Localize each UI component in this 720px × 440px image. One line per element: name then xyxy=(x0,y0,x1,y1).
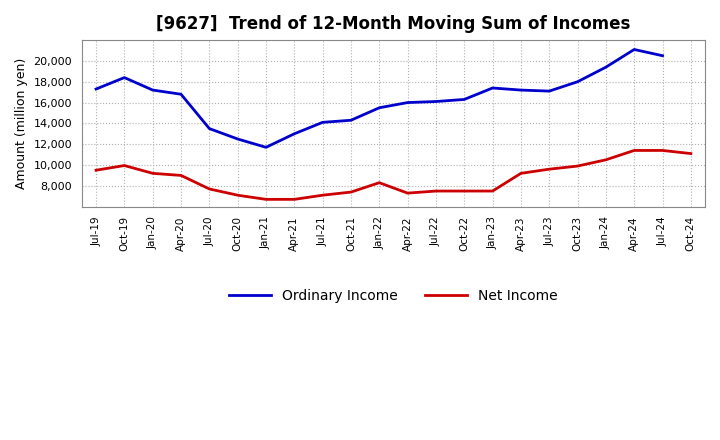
Ordinary Income xyxy=(545,88,554,94)
Ordinary Income xyxy=(233,136,242,142)
Net Income xyxy=(318,193,327,198)
Net Income xyxy=(261,197,270,202)
Ordinary Income xyxy=(375,105,384,110)
Title: [9627]  Trend of 12-Month Moving Sum of Incomes: [9627] Trend of 12-Month Moving Sum of I… xyxy=(156,15,631,33)
Net Income xyxy=(573,163,582,169)
Net Income xyxy=(545,166,554,172)
Net Income xyxy=(176,173,185,178)
Ordinary Income xyxy=(261,145,270,150)
Ordinary Income xyxy=(488,85,497,91)
Net Income xyxy=(375,180,384,185)
Net Income xyxy=(91,168,100,173)
Net Income xyxy=(403,191,412,196)
Line: Net Income: Net Income xyxy=(96,150,690,199)
Net Income xyxy=(148,171,157,176)
Net Income xyxy=(233,193,242,198)
Line: Ordinary Income: Ordinary Income xyxy=(96,49,662,147)
Ordinary Income xyxy=(460,97,469,102)
Ordinary Income xyxy=(601,65,610,70)
Legend: Ordinary Income, Net Income: Ordinary Income, Net Income xyxy=(223,283,563,308)
Net Income xyxy=(290,197,299,202)
Ordinary Income xyxy=(205,126,214,131)
Net Income xyxy=(601,157,610,162)
Net Income xyxy=(460,188,469,194)
Ordinary Income xyxy=(318,120,327,125)
Ordinary Income xyxy=(346,117,355,123)
Net Income xyxy=(686,151,695,156)
Net Income xyxy=(488,188,497,194)
Ordinary Income xyxy=(573,79,582,84)
Net Income xyxy=(120,163,129,168)
Ordinary Income xyxy=(91,86,100,92)
Ordinary Income xyxy=(148,88,157,93)
Ordinary Income xyxy=(630,47,639,52)
Y-axis label: Amount (million yen): Amount (million yen) xyxy=(15,58,28,189)
Net Income xyxy=(630,148,639,153)
Net Income xyxy=(516,171,525,176)
Ordinary Income xyxy=(516,88,525,93)
Net Income xyxy=(431,188,440,194)
Net Income xyxy=(205,186,214,191)
Ordinary Income xyxy=(658,53,667,59)
Ordinary Income xyxy=(176,92,185,97)
Ordinary Income xyxy=(403,100,412,105)
Net Income xyxy=(346,190,355,195)
Ordinary Income xyxy=(120,75,129,80)
Net Income xyxy=(658,148,667,153)
Ordinary Income xyxy=(431,99,440,104)
Ordinary Income xyxy=(290,131,299,136)
